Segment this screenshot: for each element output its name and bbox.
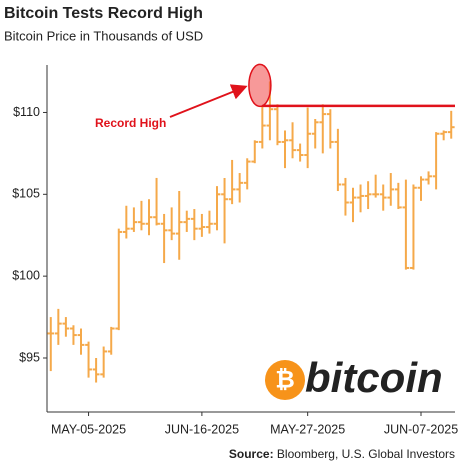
y-tick-label: $110	[13, 105, 40, 119]
source-label: Source:	[229, 447, 274, 461]
bitcoin-logo: ₿ bitcoin	[265, 354, 443, 401]
chart-subtitle: Bitcoin Price in Thousands of USD	[4, 28, 203, 43]
logo-text: bitcoin	[305, 354, 443, 401]
x-tick-label: MAY-27-2025	[270, 422, 345, 436]
x-tick-label: JUN-07-2025	[384, 422, 458, 436]
x-tick-label: JUN-16-2025	[165, 422, 239, 436]
logo-symbol: ₿	[275, 366, 295, 393]
annotation-text: Record High	[95, 116, 166, 130]
annotation-arrow	[169, 84, 248, 118]
y-tick-label: $100	[12, 268, 40, 282]
x-tick-label: MAY-05-2025	[51, 422, 126, 436]
chart-title: Bitcoin Tests Record High	[4, 5, 203, 22]
y-tick-label: $105	[12, 187, 40, 201]
source-text: Bloomberg, U.S. Global Investors	[277, 447, 455, 461]
peak-highlight	[248, 63, 272, 108]
y-tick-label: $95	[19, 350, 40, 364]
logo-circle	[265, 360, 305, 400]
source: Source: Bloomberg, U.S. Global Investors	[229, 447, 455, 461]
